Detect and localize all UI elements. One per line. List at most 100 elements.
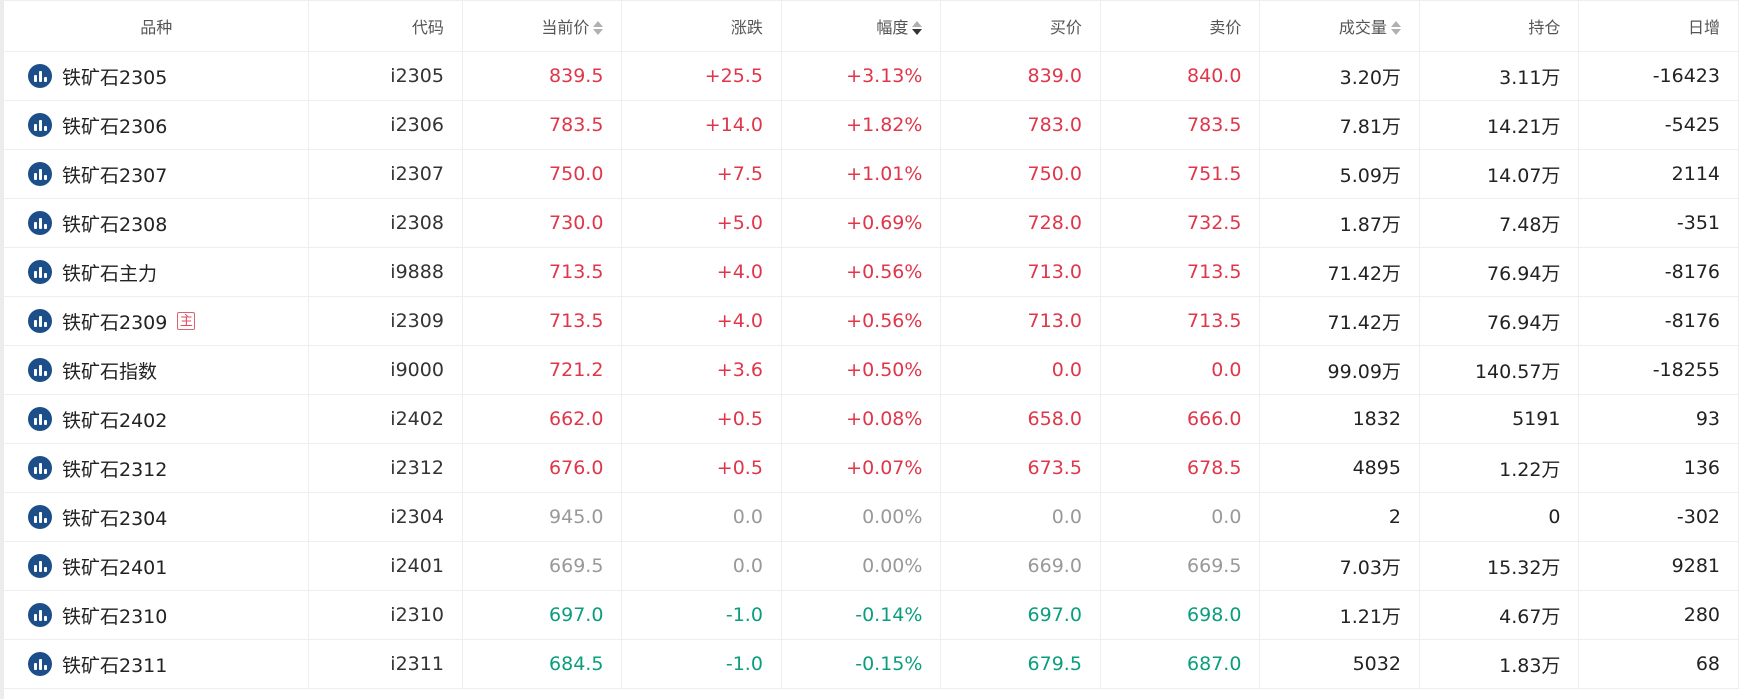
cell-name[interactable]: 铁矿石2307 [4, 149, 310, 199]
contract-name[interactable]: 铁矿石2306 [62, 115, 168, 138]
sort-desc-active-icon[interactable] [912, 20, 923, 36]
bar-chart-icon[interactable] [28, 407, 52, 431]
name-wrapper[interactable]: 铁矿石2307 [28, 161, 308, 188]
bar-chart-icon[interactable] [28, 64, 52, 88]
header-bid-label: 买价 [1049, 18, 1082, 37]
name-wrapper[interactable]: 铁矿石2309 主 [28, 308, 308, 335]
cell-code: i2402 [308, 394, 463, 444]
sort-icon[interactable] [1390, 20, 1401, 36]
cell-daily: -5425 [1578, 100, 1739, 150]
contract-name[interactable]: 铁矿石主力 [62, 262, 158, 285]
cell-code: i2312 [308, 443, 463, 493]
name-wrapper[interactable]: 铁矿石2402 [28, 406, 308, 433]
contract-name[interactable]: 铁矿石2312 [62, 458, 168, 481]
table-row[interactable]: 铁矿石2401 i2401 669.5 0.0 0.00% 669.0 669.5 7.03万… [4, 541, 1739, 591]
bar-chart-icon[interactable] [28, 211, 52, 235]
contract-name[interactable]: 铁矿石2304 [62, 507, 168, 530]
cell-bid: 673.5 [940, 443, 1101, 493]
contract-name[interactable]: 铁矿石2308 [62, 213, 168, 236]
contract-name[interactable]: 铁矿石2402 [62, 409, 168, 432]
contract-name[interactable]: 铁矿石2309 [62, 311, 168, 334]
name-wrapper[interactable]: 铁矿石2311 [28, 651, 308, 678]
name-wrapper[interactable]: 铁矿石2310 [28, 602, 308, 629]
bar-chart-icon[interactable] [28, 162, 52, 186]
cell-ask: 783.5 [1100, 100, 1261, 150]
cell-oi: 1.22万 [1419, 443, 1580, 493]
contract-name[interactable]: 铁矿石2401 [62, 556, 168, 579]
header-price-label[interactable]: 当前价 [541, 18, 590, 37]
cell-change: 0.0 [621, 492, 782, 542]
cell-ask: 666.0 [1100, 394, 1261, 444]
table-row[interactable]: 铁矿石2402 i2402 662.0 +0.5 +0.08% 658.0 666.0 183… [4, 394, 1739, 444]
name-wrapper[interactable]: 铁矿石2305 [28, 63, 308, 90]
table-row[interactable]: 铁矿石2312 i2312 676.0 +0.5 +0.07% 673.5 678.5 489… [4, 443, 1739, 493]
cell-bid: 658.0 [940, 394, 1101, 444]
cell-code: i2305 [308, 51, 463, 101]
bar-chart-icon[interactable] [28, 309, 52, 333]
contract-name[interactable]: 铁矿石2310 [62, 605, 168, 628]
cell-pct: -0.14% [781, 590, 942, 640]
cell-pct: +0.08% [781, 394, 942, 444]
name-wrapper[interactable]: 铁矿石指数 [28, 357, 308, 384]
cell-name[interactable]: 铁矿石2308 [4, 198, 310, 248]
cell-ask: 687.0 [1100, 639, 1261, 689]
cell-price: 669.5 [462, 541, 623, 591]
cell-name[interactable]: 铁矿石2312 [4, 443, 310, 493]
bar-chart-icon[interactable] [28, 554, 52, 578]
name-wrapper[interactable]: 铁矿石2306 [28, 112, 308, 139]
sort-icon[interactable] [593, 20, 604, 36]
cell-price: 750.0 [462, 149, 623, 199]
name-wrapper[interactable]: 铁矿石2401 [28, 553, 308, 580]
contract-name[interactable]: 铁矿石2305 [62, 66, 168, 89]
header-pct-label[interactable]: 幅度 [876, 18, 909, 37]
quotes-table: 品种 代码 当前价 涨跌 幅度 买价 卖价 成交量 持仓 日增 铁矿石2305 i… [4, 0, 1739, 689]
cell-pct: 0.00% [781, 541, 942, 591]
cell-name[interactable]: 铁矿石2306 [4, 100, 310, 150]
cell-pct: +3.13% [781, 51, 942, 101]
table-row[interactable]: 铁矿石主力 i9888 713.5 +4.0 +0.56% 713.0 713.5 71.42… [4, 247, 1739, 297]
header-price[interactable]: 当前价 [462, 0, 623, 52]
table-row[interactable]: 铁矿石2305 i2305 839.5 +25.5 +3.13% 839.0 840.0 3.… [4, 51, 1739, 101]
cell-name[interactable]: 铁矿石2402 [4, 394, 310, 444]
table-row[interactable]: 铁矿石2309 主 i2309 713.5 +4.0 +0.56% 713.0 713.5 71… [4, 296, 1739, 346]
name-wrapper[interactable]: 铁矿石2308 [28, 210, 308, 237]
bar-chart-icon[interactable] [28, 505, 52, 529]
header-pct[interactable]: 幅度 [781, 0, 942, 52]
cell-name[interactable]: 铁矿石指数 [4, 345, 310, 395]
cell-name[interactable]: 铁矿石2305 [4, 51, 310, 101]
cell-volume: 7.81万 [1259, 100, 1420, 150]
header-code: 代码 [308, 0, 463, 52]
cell-volume: 3.20万 [1259, 51, 1420, 101]
header-volume-label[interactable]: 成交量 [1338, 18, 1387, 37]
bar-chart-icon[interactable] [28, 113, 52, 137]
table-row[interactable]: 铁矿石2310 i2310 697.0 -1.0 -0.14% 697.0 698.0 1.2… [4, 590, 1739, 640]
table-row[interactable]: 铁矿石2307 i2307 750.0 +7.5 +1.01% 750.0 751.5 5.0… [4, 149, 1739, 199]
cell-name[interactable]: 铁矿石2310 [4, 590, 310, 640]
cell-name[interactable]: 铁矿石2311 [4, 639, 310, 689]
cell-code: i2401 [308, 541, 463, 591]
table-row[interactable]: 铁矿石2306 i2306 783.5 +14.0 +1.82% 783.0 783.5 7.… [4, 100, 1739, 150]
header-volume[interactable]: 成交量 [1259, 0, 1420, 52]
contract-name[interactable]: 铁矿石2307 [62, 164, 168, 187]
cell-name[interactable]: 铁矿石2309 主 [4, 296, 310, 346]
cell-name[interactable]: 铁矿石2304 [4, 492, 310, 542]
bar-chart-icon[interactable] [28, 456, 52, 480]
name-wrapper[interactable]: 铁矿石2312 [28, 455, 308, 482]
bar-chart-icon[interactable] [28, 603, 52, 627]
header-bid: 买价 [940, 0, 1101, 52]
cell-price: 662.0 [462, 394, 623, 444]
bar-chart-icon[interactable] [28, 358, 52, 382]
table-row[interactable]: 铁矿石指数 i9000 721.2 +3.6 +0.50% 0.0 0.0 99.09万 140… [4, 345, 1739, 395]
contract-name[interactable]: 铁矿石指数 [62, 360, 158, 383]
table-row[interactable]: 铁矿石2311 i2311 684.5 -1.0 -0.15% 679.5 687.0 503… [4, 639, 1739, 689]
bar-chart-icon[interactable] [28, 652, 52, 676]
name-wrapper[interactable]: 铁矿石2304 [28, 504, 308, 531]
cell-pct: +1.82% [781, 100, 942, 150]
contract-name[interactable]: 铁矿石2311 [62, 654, 168, 677]
bar-chart-icon[interactable] [28, 260, 52, 284]
table-row[interactable]: 铁矿石2308 i2308 730.0 +5.0 +0.69% 728.0 732.5 1.8… [4, 198, 1739, 248]
table-row[interactable]: 铁矿石2304 i2304 945.0 0.0 0.00% 0.0 0.0 2 0 -302 [4, 492, 1739, 542]
name-wrapper[interactable]: 铁矿石主力 [28, 259, 308, 286]
cell-name[interactable]: 铁矿石2401 [4, 541, 310, 591]
cell-name[interactable]: 铁矿石主力 [4, 247, 310, 297]
